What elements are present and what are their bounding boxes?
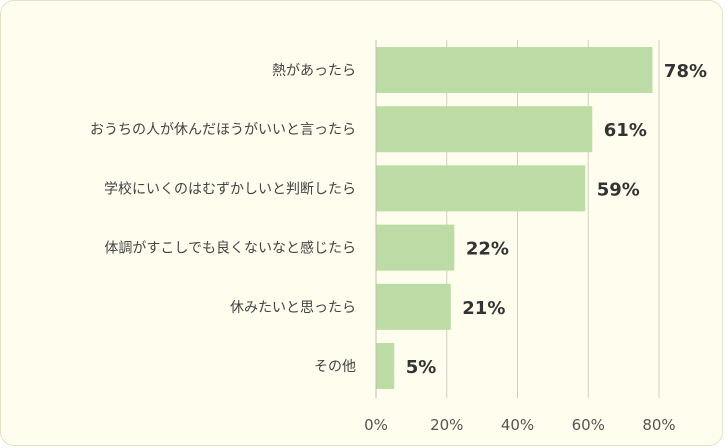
x-axis-ticks: 0% 20% 40% 60% 80% xyxy=(364,416,676,434)
bar-layer xyxy=(376,47,653,389)
data-label: 78% xyxy=(664,61,707,82)
bar xyxy=(376,165,586,212)
x-tick-label: 80% xyxy=(642,416,675,434)
data-label: 21% xyxy=(462,298,505,319)
category-label: 学校にいくのはむずかしいと判断したら xyxy=(104,180,356,197)
category-label: おうちの人が休んだほうがいいと言ったら xyxy=(90,122,356,138)
bar xyxy=(376,106,593,153)
x-tick-label: 20% xyxy=(430,416,463,434)
x-tick-label: 60% xyxy=(572,416,605,434)
category-label: その他 xyxy=(314,359,356,375)
category-label: 熱があったら xyxy=(272,63,356,79)
category-label: 体調がすこしでも良くないなと感じたら xyxy=(104,240,356,257)
data-label: 61% xyxy=(604,120,647,141)
bar xyxy=(376,343,395,389)
grid-layer xyxy=(375,40,660,398)
data-label: 59% xyxy=(597,179,640,200)
bar xyxy=(376,47,653,93)
x-tick-label: 0% xyxy=(364,416,388,434)
category-label: 休みたいと思ったら xyxy=(230,300,356,316)
data-label: 22% xyxy=(466,239,509,260)
bar xyxy=(376,224,455,271)
data-label: 5% xyxy=(406,357,437,378)
label-layer: 熱があったら 78% おうちの人が休んだほうがいいと言ったら 61% 学校にいくのはむず… xyxy=(90,61,707,378)
x-tick-label: 40% xyxy=(501,416,534,434)
bar xyxy=(376,283,451,330)
